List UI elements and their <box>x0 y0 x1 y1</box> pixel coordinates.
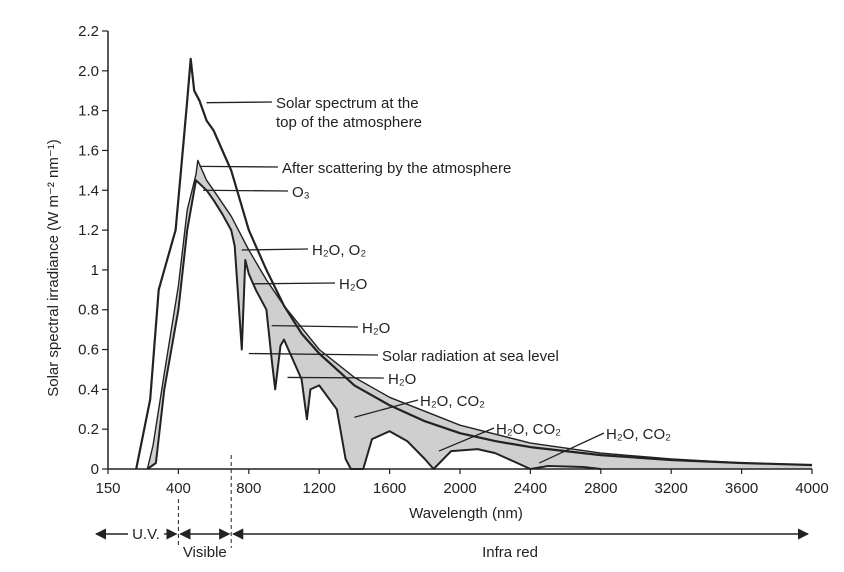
x-tick-label: 400 <box>166 480 191 497</box>
x-tick-label: 2400 <box>514 480 547 497</box>
annotation-label: H₂O <box>339 276 367 293</box>
absorption-fill <box>147 160 812 469</box>
x-tick-label: 150 <box>95 480 120 497</box>
x-tick-label: 4000 <box>795 480 828 497</box>
annotation-leader <box>538 432 605 464</box>
scattered-curve <box>146 159 813 470</box>
y-tick-label: 0.4 <box>78 381 99 398</box>
infrared-band-label: Infra red <box>482 544 538 561</box>
y-tick-label: 2.2 <box>78 23 99 40</box>
annotation-leader <box>271 325 359 328</box>
annotation-label: H₂O, O₂ <box>312 242 366 259</box>
y-tick-label: 0.2 <box>78 421 99 438</box>
absorption-band-fill <box>147 160 812 469</box>
annotation-leader <box>203 189 289 192</box>
annotation-label: Solar spectrum at the <box>276 95 419 112</box>
y-tick-label: 1.2 <box>78 222 99 239</box>
annotation-label: H₂O <box>362 320 390 337</box>
annotation-leader <box>248 352 379 356</box>
x-tick-label: 800 <box>236 480 261 497</box>
x-tick-label: 1200 <box>303 480 336 497</box>
annotation-leader <box>287 376 385 379</box>
annotation-label: H₂O, CO₂ <box>496 421 561 438</box>
annotation-label: O₃ <box>292 184 310 201</box>
spectrum-curves <box>135 57 813 470</box>
y-tick-label: 2.0 <box>78 63 99 80</box>
annotation-label: After scattering by the atmosphere <box>282 160 511 177</box>
annotation-label: H₂O, CO₂ <box>420 393 485 410</box>
annotation-label: H₂O, CO₂ <box>606 426 671 443</box>
x-tick-label: 1600 <box>373 480 406 497</box>
x-axis-title: Wavelength (nm) <box>409 505 523 522</box>
top-of-atmosphere-curve <box>135 57 813 470</box>
annotations: Solar spectrum at the top of the atmosphe… <box>199 95 671 464</box>
x-tick-label: 3600 <box>725 480 758 497</box>
annotation-label-line2: top of the atmosphere <box>276 114 422 131</box>
y-tick-label: 0.6 <box>78 342 99 359</box>
annotation-leader <box>354 399 419 418</box>
y-tick-label: 1.4 <box>78 182 99 199</box>
annotation-leader <box>199 165 279 168</box>
y-tick-label: 1 <box>91 262 99 279</box>
y-tick-label: 0.8 <box>78 302 99 319</box>
spectral-bands: U.V. Visible Infra red <box>94 455 810 561</box>
y-tick-label: 0 <box>91 461 99 478</box>
annotation-label: H₂O <box>388 371 416 388</box>
axes: 150 400 800 1200 1600 2000 2400 2800 3200 3600 400… <box>78 23 829 497</box>
annotation-leader <box>252 282 336 285</box>
y-tick-label: 1.6 <box>78 142 99 159</box>
annotation-leader <box>206 101 273 104</box>
visible-band-label: Visible <box>183 544 227 561</box>
y-axis-title: Solar spectral irradiance (W m⁻² nm⁻¹) <box>45 139 62 397</box>
x-tick-label: 3200 <box>655 480 688 497</box>
uv-band-label: U.V. <box>132 526 160 543</box>
annotation-leader <box>438 427 495 452</box>
x-tick-label: 2000 <box>443 480 476 497</box>
y-tick-label: 1.8 <box>78 103 99 120</box>
sea-level-curve <box>146 179 601 470</box>
annotation-leader <box>241 248 309 251</box>
x-tick-label: 2800 <box>584 480 617 497</box>
annotation-label: Solar radiation at sea level <box>382 348 559 365</box>
